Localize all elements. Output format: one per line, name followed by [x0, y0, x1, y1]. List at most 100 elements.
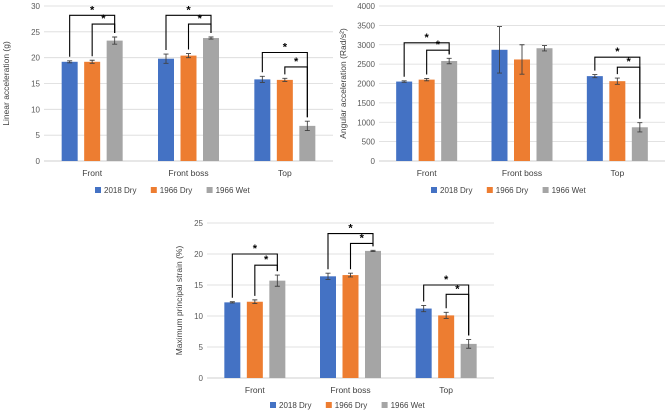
significance-star: * — [90, 4, 95, 16]
bar-1966-dry-front — [246, 301, 263, 378]
legend-swatch-1966-dry — [486, 187, 493, 193]
bar-1966-wet-top — [460, 343, 477, 378]
bar-2018-dry-top — [586, 76, 603, 161]
category-label-top: Top — [278, 168, 292, 178]
bar-2018-dry-front — [61, 61, 78, 161]
error-bar-2018-dry-front-boss — [497, 26, 502, 74]
y-tick-label: 1000 — [357, 118, 375, 127]
error-bar-2018-dry-front-boss — [163, 53, 169, 64]
legend-swatch-2018-dry — [95, 187, 101, 193]
bar-1966-dry-front — [418, 79, 435, 161]
category-label-front: Front — [82, 168, 102, 178]
error-bar-2018-dry-top — [421, 305, 427, 313]
bar-1966-dry-top — [276, 79, 293, 161]
bar-1966-wet-front — [269, 280, 286, 378]
significance-star: * — [264, 254, 269, 266]
bar-1966-wet-top — [299, 125, 316, 161]
significance-star: * — [626, 56, 631, 68]
category-label-top: Top — [439, 385, 453, 395]
significance-bracket — [403, 42, 450, 77]
significance-star: * — [253, 243, 258, 255]
y-tick-label: 4000 — [357, 2, 375, 11]
category-label-front-boss: Front boss — [168, 168, 208, 178]
error-bar-1966-wet-top — [637, 122, 643, 133]
significance-star: * — [615, 46, 620, 58]
error-bar-1966-dry-front-boss — [348, 272, 353, 278]
error-bar-2018-dry-front — [401, 80, 407, 83]
y-axis-label: Angular acceleration (Rad/s²) — [338, 28, 348, 139]
y-tick-label: 2500 — [357, 60, 375, 69]
legend-swatch-2018-dry — [431, 187, 437, 193]
significance-bracket — [91, 23, 116, 57]
bar-1966-dry-front — [84, 61, 101, 161]
significance-star: * — [186, 4, 191, 16]
legend-swatch-1966-dry — [150, 187, 157, 193]
chart-max-principal-strain: 0 5 10 15 20 25 Maximum principal strain (%) Fr… — [174, 219, 494, 410]
legend-label-1966-dry: 1966 Dry — [496, 186, 528, 195]
significance-star: * — [348, 223, 353, 235]
error-bar-1966-wet-front-boss — [542, 45, 547, 52]
bar-1966-wet-front-boss — [203, 38, 219, 161]
y-tick-label: 15 — [194, 281, 203, 290]
error-bar-1966-dry-front — [89, 59, 95, 64]
y-tick-label: 5 — [36, 131, 41, 140]
category-label-front: Front — [245, 385, 265, 395]
legend-label-1966-dry: 1966 Dry — [160, 186, 192, 195]
bar-2018-dry-front — [396, 81, 413, 161]
bar-2018-dry-front — [224, 302, 241, 378]
y-tick-label: 0 — [36, 157, 41, 166]
bar-1966-dry-front-boss — [514, 59, 530, 161]
significance-star: * — [101, 13, 106, 25]
y-axis-label: Linear acceleration (g) — [1, 41, 11, 126]
error-bar-2018-dry-front — [67, 60, 73, 64]
error-bar-1966-dry-top — [443, 311, 449, 319]
significance-star: * — [425, 32, 430, 44]
y-tick-label: 20 — [194, 250, 203, 259]
error-bar-1966-dry-top — [614, 77, 620, 85]
y-tick-label: 15 — [31, 80, 40, 89]
y-tick-label: 2000 — [357, 80, 375, 89]
legend-label-1966-wet: 1966 Wet — [391, 401, 426, 410]
y-tick-label: 3000 — [357, 41, 375, 50]
error-bar-2018-dry-front — [229, 301, 235, 304]
y-tick-label: 30 — [31, 2, 40, 11]
error-bar-1966-dry-top — [282, 77, 288, 82]
significance-bracket — [349, 242, 374, 270]
category-label-front-boss: Front boss — [502, 168, 542, 178]
category-label-front: Front — [417, 168, 437, 178]
y-tick-label: 3500 — [357, 21, 375, 30]
legend-label-2018-dry: 2018 Dry — [104, 186, 136, 195]
legend-label-1966-wet: 1966 Wet — [216, 186, 251, 195]
bar-2018-dry-top — [254, 79, 271, 161]
bar-1966-dry-top — [609, 81, 626, 161]
y-tick-label: 25 — [31, 28, 40, 37]
error-bar-1966-wet-front — [274, 274, 280, 287]
significance-star: * — [436, 39, 441, 51]
bar-1966-wet-front — [441, 61, 458, 161]
error-bar-1966-wet-front — [112, 36, 118, 45]
chart-linear-acceleration: 0 5 10 15 20 25 30 Linear acceleration (g) Front… — [1, 2, 333, 195]
bar-1966-wet-front-boss — [536, 48, 553, 161]
error-bar-1966-wet-front — [446, 57, 452, 65]
significance-bracket — [327, 232, 374, 270]
y-tick-label: 500 — [362, 138, 376, 147]
bar-2018-dry-front-boss — [491, 49, 508, 161]
y-tick-label: 0 — [199, 374, 204, 383]
y-tick-label: 1500 — [357, 99, 375, 108]
legend-label-2018-dry: 2018 Dry — [440, 186, 472, 195]
bar-1966-wet-top — [631, 127, 648, 161]
significance-star: * — [294, 56, 299, 68]
error-bar-1966-wet-front-boss — [370, 249, 376, 252]
significance-star: * — [455, 283, 460, 295]
significance-star: * — [444, 274, 449, 286]
chart-angular-acceleration: 0 500 1000 1500 2000 2500 3000 3500 4000 Angular … — [338, 2, 665, 195]
significance-star: * — [198, 13, 203, 25]
significance-bracket — [426, 49, 450, 75]
bar-2018-dry-front-boss — [320, 276, 336, 378]
legend-swatch-1966-wet — [381, 402, 388, 408]
y-tick-label: 10 — [194, 312, 203, 321]
bar-1966-wet-front-boss — [365, 250, 381, 378]
y-tick-label: 20 — [31, 54, 40, 63]
legend-swatch-1966-wet — [542, 187, 549, 193]
